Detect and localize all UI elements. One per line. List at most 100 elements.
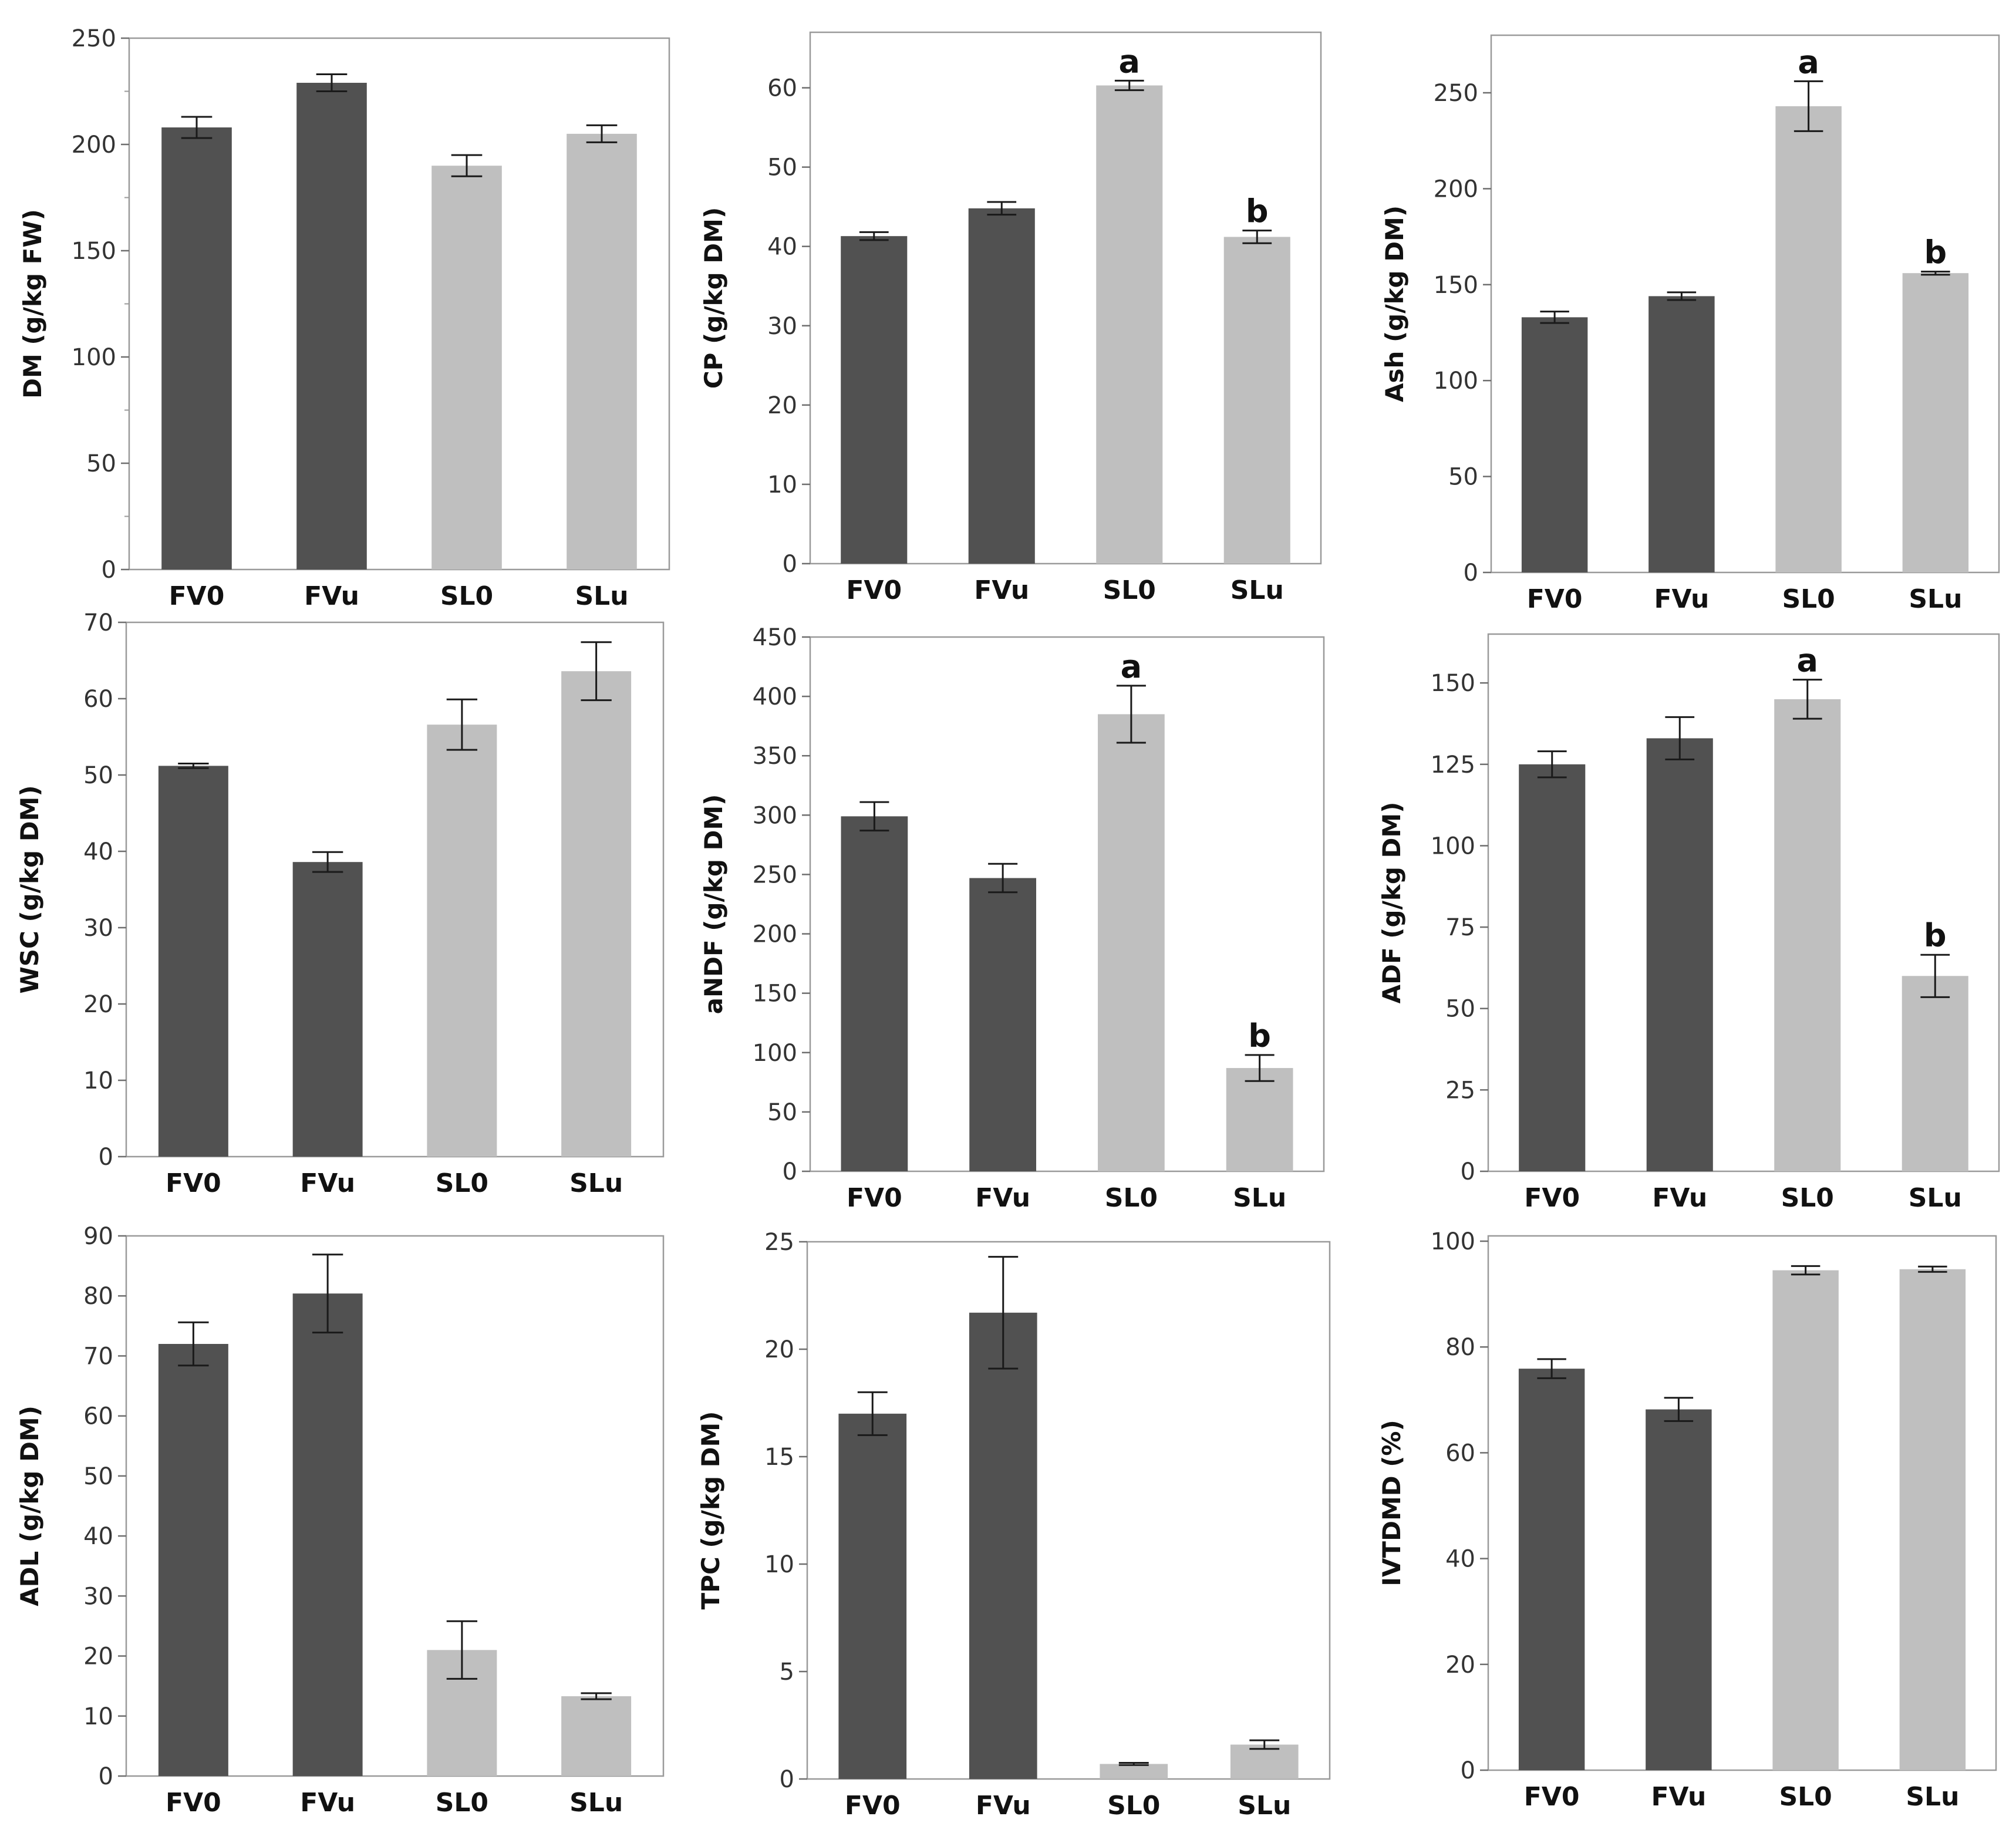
error-bar (312, 851, 343, 873)
y-tick-label: 50 (767, 154, 797, 181)
error-bar (1921, 271, 1950, 276)
category-label: FVu (1654, 584, 1709, 614)
y-tick-label: 150 (1434, 272, 1478, 299)
bar-FV0 (841, 816, 908, 1171)
bar-FVu (292, 1293, 363, 1776)
error-bar (988, 1256, 1019, 1370)
error-bar (988, 862, 1018, 894)
chart-panel-2: 0 10 20 30 40 50 60 CP (g/kg DM) FV0 FVu SL0 a SLu b (672, 0, 1344, 611)
y-tick-label: 20 (1445, 1652, 1475, 1679)
bar-FVu (1646, 738, 1713, 1171)
category-label: FV0 (166, 1168, 221, 1198)
error-bar (446, 698, 478, 751)
bar-SLu (1902, 976, 1968, 1171)
y-tick-label: 250 (753, 861, 797, 888)
y-tick-label: 0 (102, 557, 116, 584)
error-bar (316, 73, 348, 92)
bar-SL0 (431, 166, 502, 570)
y-tick-label: 20 (767, 392, 797, 419)
bar-SLu (1902, 273, 1969, 572)
chart-svg: 0 5 10 15 20 25 TPC (g/kg DM) FV0 FVu SL0 SLu (696, 1229, 1331, 1821)
y-tick-label: 200 (72, 132, 116, 159)
category-label: SL0 (1781, 1183, 1834, 1213)
y-tick-label: 90 (83, 1223, 113, 1250)
y-tick-label: 50 (83, 1463, 113, 1490)
bar-FVu (296, 83, 367, 570)
y-tick-label: 5 (780, 1659, 794, 1686)
bar-SL0 (1098, 714, 1165, 1171)
y-tick-label: 30 (83, 915, 113, 942)
y-tick-label: 60 (767, 75, 797, 102)
category-label: FVu (975, 1183, 1030, 1213)
significance-letter: b (1246, 193, 1269, 230)
error-bar (178, 1321, 209, 1367)
y-tick-label: 0 (780, 1766, 794, 1793)
chart-svg: 0 50 100 150 200 250 Ash (g/kg DM) FV0 FVu SL0 a SL… (1380, 34, 2000, 614)
y-axis-title: ADF (g/kg DM) (1377, 802, 1406, 1004)
y-tick-label: 25 (764, 1229, 794, 1256)
category-label: FVu (1651, 1782, 1706, 1812)
y-tick-label: 10 (83, 1703, 113, 1730)
y-tick-label: 300 (753, 802, 797, 829)
category-label: SL0 (1105, 1183, 1158, 1213)
category-label: FV0 (169, 581, 225, 611)
y-tick-label: 200 (1434, 176, 1478, 203)
significance-letter: b (1248, 1017, 1271, 1054)
y-tick-label: 100 (72, 344, 116, 371)
category-label: SL0 (1103, 575, 1156, 605)
category-label: SL0 (1779, 1782, 1832, 1812)
y-tick-label: 60 (1445, 1440, 1475, 1467)
y-tick-label: 40 (83, 838, 113, 865)
bar-SLu (1899, 1269, 1966, 1770)
y-tick-label: 70 (83, 1343, 113, 1370)
chart-panel-4: 0 10 20 30 40 50 60 70 WSC (g/kg DM) FV0 FVu SL0 SLu (0, 609, 672, 1221)
chart-panel-1: 0 50 100 150 200 250 DM (g/kg FW) FV0 FVu SL0 SLu (0, 0, 672, 611)
error-bar (1114, 79, 1144, 92)
category-label: SLu (1233, 1183, 1286, 1213)
bar-SLu (1230, 1744, 1299, 1779)
chart-svg: 0 20 40 60 80 100 IVTDMD (%) FV0 FVu SL0 SLu (1377, 1228, 1997, 1812)
bar-FVu (1646, 1409, 1712, 1770)
category-label: SL0 (440, 581, 493, 611)
error-bar (1537, 750, 1567, 779)
y-tick-label: 20 (764, 1336, 794, 1363)
error-bar (1667, 291, 1697, 301)
y-tick-label: 0 (1461, 1158, 1475, 1185)
error-bar (1665, 716, 1695, 760)
y-tick-label: 450 (753, 624, 797, 651)
y-tick-label: 25 (1445, 1077, 1475, 1104)
error-bar (586, 124, 618, 143)
bar-SLu (561, 1696, 632, 1776)
y-tick-label: 350 (753, 743, 797, 770)
y-axis-title: TPC (g/kg DM) (696, 1411, 725, 1610)
y-tick-label: 20 (83, 1643, 113, 1670)
plot-frame (1487, 1235, 1997, 1771)
category-label: SLu (1230, 575, 1284, 605)
y-axis-title: ADL (g/kg DM) (15, 1406, 44, 1606)
bar-FVu (968, 208, 1035, 564)
y-tick-label: 0 (1461, 1757, 1475, 1784)
category-label: FV0 (846, 575, 902, 605)
y-tick-label: 10 (764, 1551, 794, 1578)
y-tick-label: 60 (83, 1403, 113, 1430)
category-label: SL0 (436, 1788, 488, 1818)
error-bar (451, 154, 483, 177)
bar-SL0 (427, 725, 497, 1157)
y-tick-label: 150 (1431, 670, 1475, 697)
y-tick-label: 60 (83, 686, 113, 713)
bar-SL0 (1775, 106, 1842, 573)
y-tick-label: 50 (767, 1099, 797, 1126)
significance-letter: a (1119, 43, 1140, 80)
significance-letter: a (1797, 642, 1818, 679)
error-bar (1920, 953, 1950, 998)
plot-frame (1487, 633, 2000, 1172)
error-bar (1537, 1358, 1566, 1379)
y-tick-label: 40 (1445, 1546, 1475, 1573)
y-axis-title: CP (g/kg DM) (699, 207, 728, 389)
bar-SLu (1226, 1068, 1293, 1171)
error-bar (581, 1692, 612, 1700)
category-label: FVu (304, 581, 359, 611)
y-tick-label: 15 (764, 1444, 794, 1471)
category-label: SLu (575, 581, 628, 611)
